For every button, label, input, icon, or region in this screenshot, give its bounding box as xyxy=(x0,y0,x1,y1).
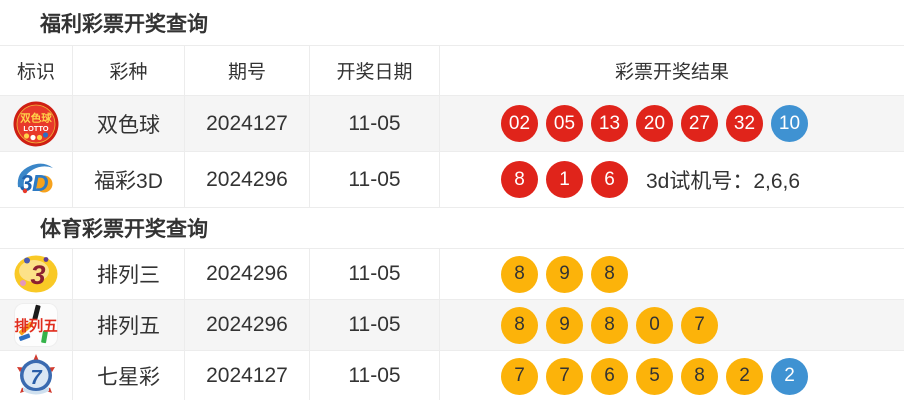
lottery-ball: 05 xyxy=(546,105,583,142)
lottery-ball: 9 xyxy=(546,255,583,293)
lottery-ball: 32 xyxy=(726,105,763,142)
sports-section-title: 体育彩票开奖查询 xyxy=(40,218,208,241)
lottery-ball: 2 xyxy=(771,357,808,395)
ball-list: 8 9 8 0 7 xyxy=(501,306,718,344)
svg-text:3: 3 xyxy=(30,260,45,290)
ball-list: 8 1 6 xyxy=(501,161,628,198)
header-issue: 期号 xyxy=(185,46,310,95)
lottery-name: 排列五 xyxy=(73,300,185,350)
lottery-date: 11-05 xyxy=(310,351,440,400)
header-logo: 标识 xyxy=(0,46,73,95)
lottery-name: 七星彩 xyxy=(73,351,185,400)
lottery-issue: 2024296 xyxy=(185,152,310,207)
lottery-ball: 5 xyxy=(636,357,673,395)
lottery-ball: 27 xyxy=(681,105,718,142)
lottery-name: 排列三 xyxy=(73,249,185,299)
lottery-ball: 8 xyxy=(681,357,718,395)
table-row-shuangseqiu: 双色球 LOTTO 双色球 2024127 11-05 02 05 13 20 … xyxy=(0,95,904,151)
lottery-ball: 10 xyxy=(771,105,808,142)
svg-text:双色球: 双色球 xyxy=(19,111,52,124)
table-row-pailie3: 3 排列三 2024296 11-05 8 9 8 xyxy=(0,248,904,299)
lottery-date: 11-05 xyxy=(310,300,440,350)
lottery-date: 11-05 xyxy=(310,249,440,299)
lottery-ball: 7 xyxy=(546,357,583,395)
lottery-result: 7 7 6 5 8 2 2 xyxy=(440,351,904,400)
lottery-ball: 8 xyxy=(591,255,628,293)
lottery-result: 8 9 8 xyxy=(440,249,904,299)
lottery-issue: 2024296 xyxy=(185,300,310,350)
lottery-ball: 8 xyxy=(591,306,628,344)
lottery-ball: 0 xyxy=(636,306,673,344)
svg-text:排列五: 排列五 xyxy=(14,317,58,335)
table-row-qixingcai: 7 七星彩 2024127 11-05 7 7 6 5 8 2 2 xyxy=(0,350,904,400)
table-row-pailie5: 排列五 排列五 2024296 11-05 8 9 8 0 7 xyxy=(0,299,904,350)
lottery-date: 11-05 xyxy=(310,96,440,151)
lottery-ball: 7 xyxy=(681,306,718,344)
table-header-row: 标识 彩种 期号 开奖日期 彩票开奖结果 xyxy=(0,45,904,95)
lottery-ball: 8 xyxy=(501,306,538,344)
lottery-name: 双色球 xyxy=(73,96,185,151)
table-row-fucai3d: 3 D 福彩3D 2024296 11-05 8 1 6 3d试机号：2,6,6 xyxy=(0,151,904,207)
svg-text:3: 3 xyxy=(20,170,33,196)
lottery-result: 02 05 13 20 27 32 10 xyxy=(440,96,904,151)
header-type: 彩种 xyxy=(73,46,185,95)
lottery-issue: 2024127 xyxy=(185,96,310,151)
lottery-ball: 1 xyxy=(546,161,583,198)
pailie3-logo-icon: 3 xyxy=(14,255,58,293)
shuangseqiu-logo-icon: 双色球 LOTTO xyxy=(13,101,59,146)
sports-lottery-table: 3 排列三 2024296 11-05 8 9 8 xyxy=(0,248,904,400)
pailie5-logo-icon: 排列五 xyxy=(14,303,58,347)
lottery-ball: 9 xyxy=(546,306,583,344)
lottery-ball: 6 xyxy=(591,357,628,395)
lottery-date: 11-05 xyxy=(310,152,440,207)
lottery-ball: 6 xyxy=(591,161,628,198)
lottery-ball: 02 xyxy=(501,105,538,142)
lottery-ball: 2 xyxy=(726,357,763,395)
ball-list: 02 05 13 20 27 32 10 xyxy=(501,105,808,142)
header-result: 彩票开奖结果 xyxy=(614,62,729,83)
ball-list: 8 9 8 xyxy=(501,255,628,293)
lottery-name: 福彩3D xyxy=(73,152,185,207)
fucai-3d-logo-icon: 3 D xyxy=(17,163,53,196)
welfare-lottery-table: 标识 彩种 期号 开奖日期 彩票开奖结果 双色球 LOTTO 双色球 xyxy=(0,45,904,208)
lottery-ball: 8 xyxy=(501,161,538,198)
ball-list: 7 7 6 5 8 2 2 xyxy=(501,357,808,395)
lottery-ball: 13 xyxy=(591,105,628,142)
svg-text:D: D xyxy=(32,170,49,196)
header-date: 开奖日期 xyxy=(310,46,440,95)
lottery-issue: 2024296 xyxy=(185,249,310,299)
qixingcai-logo-icon: 7 xyxy=(17,354,55,395)
lottery-issue: 2024127 xyxy=(185,351,310,400)
lottery-result: 8 1 6 3d试机号：2,6,6 xyxy=(440,152,904,207)
svg-text:LOTTO: LOTTO xyxy=(23,124,48,133)
lottery-ball: 20 xyxy=(636,105,673,142)
lottery-ball: 7 xyxy=(501,357,538,395)
svg-text:7: 7 xyxy=(30,367,42,389)
lottery-ball: 8 xyxy=(501,255,538,293)
test-number-text: 3d试机号：2,6,6 xyxy=(646,169,801,193)
welfare-section-title: 福利彩票开奖查询 xyxy=(40,12,208,36)
lottery-result: 8 9 8 0 7 xyxy=(440,300,904,350)
